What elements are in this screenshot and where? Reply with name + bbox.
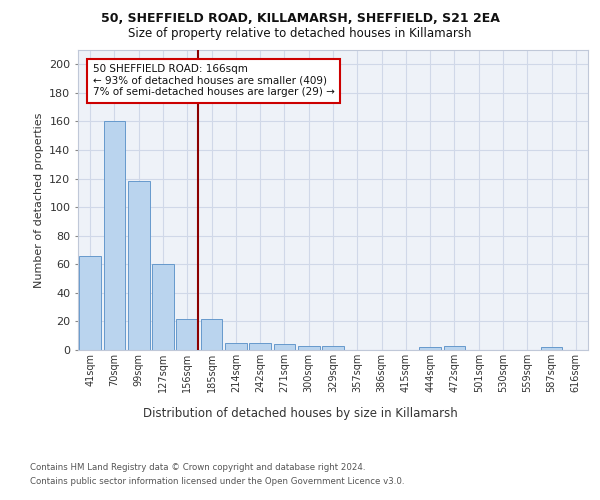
Bar [152,264,174,350]
Text: 50 SHEFFIELD ROAD: 166sqm
← 93% of detached houses are smaller (409)
7% of semi-: 50 SHEFFIELD ROAD: 166sqm ← 93% of detac… [92,64,334,98]
Bar [322,346,344,350]
Bar [200,318,223,350]
Bar [419,347,441,350]
Text: Distribution of detached houses by size in Killamarsh: Distribution of detached houses by size … [143,408,457,420]
Bar [541,347,562,350]
Bar [298,346,320,350]
Bar [104,122,125,350]
Y-axis label: Number of detached properties: Number of detached properties [34,112,44,288]
Text: Contains HM Land Registry data © Crown copyright and database right 2024.: Contains HM Land Registry data © Crown c… [30,462,365,471]
Bar [79,256,101,350]
Bar [176,318,198,350]
Text: Contains public sector information licensed under the Open Government Licence v3: Contains public sector information licen… [30,478,404,486]
Text: 50, SHEFFIELD ROAD, KILLAMARSH, SHEFFIELD, S21 2EA: 50, SHEFFIELD ROAD, KILLAMARSH, SHEFFIEL… [101,12,499,26]
Bar [443,346,466,350]
Bar [249,343,271,350]
Bar [274,344,295,350]
Bar [128,182,149,350]
Bar [225,343,247,350]
Text: Size of property relative to detached houses in Killamarsh: Size of property relative to detached ho… [128,28,472,40]
